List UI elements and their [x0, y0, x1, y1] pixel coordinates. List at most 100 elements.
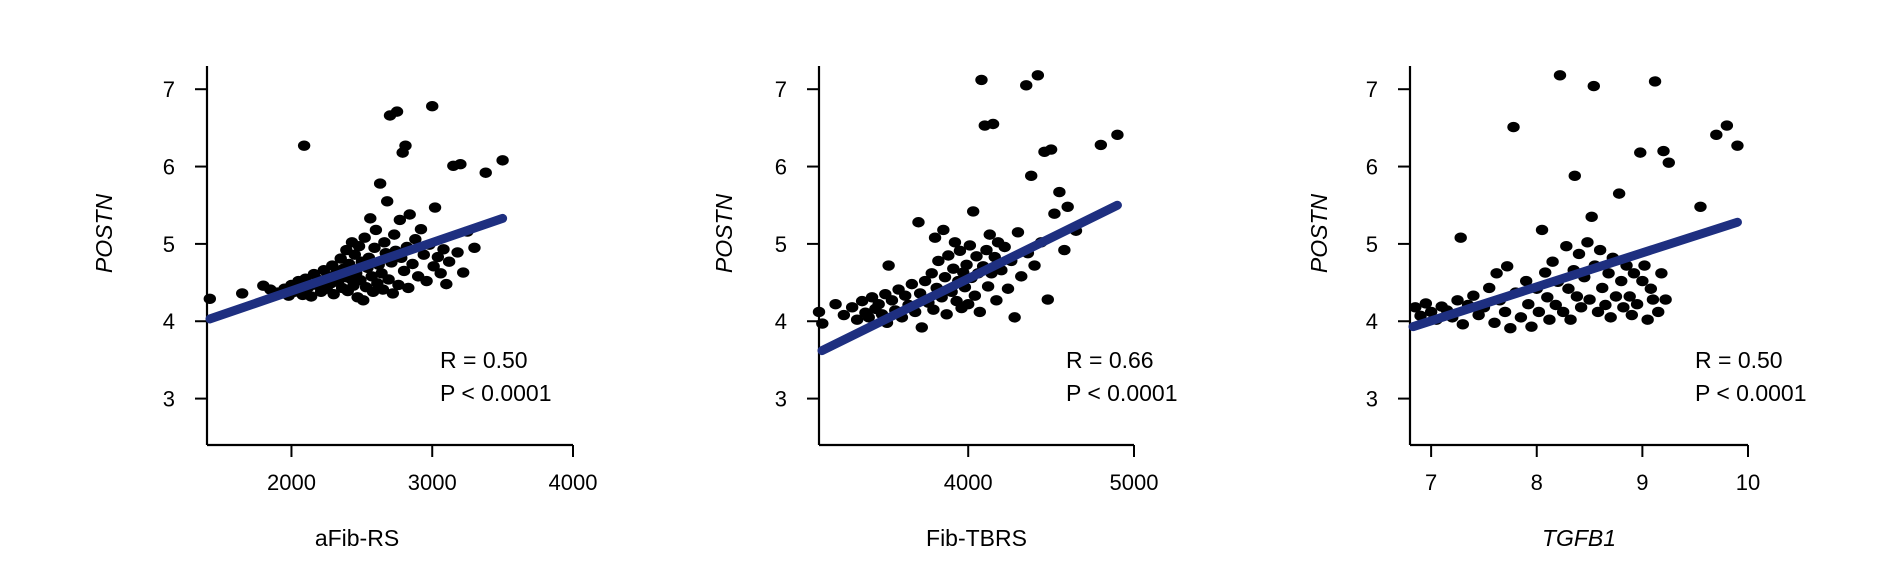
data-point — [1710, 130, 1722, 140]
data-point — [1008, 312, 1020, 322]
data-point — [1504, 323, 1516, 333]
data-point — [929, 233, 941, 243]
y-tick-label: 4 — [163, 309, 175, 334]
data-point — [1631, 299, 1643, 309]
data-point — [942, 250, 954, 260]
data-point — [1599, 300, 1611, 310]
data-point — [964, 240, 976, 250]
x-tick-label: 8 — [1531, 470, 1543, 495]
data-point — [298, 140, 310, 150]
data-point — [1628, 268, 1640, 278]
data-point — [1638, 260, 1650, 270]
scatter-panel-tgfb1: 3 4 5 6 7 7 8 9 10 TGFB1 POSTN R = 0.50 P < 0.0001 — [1306, 66, 1807, 551]
data-point — [813, 307, 825, 317]
r-value-label: R = 0.66 — [1066, 347, 1154, 373]
data-point — [967, 206, 979, 216]
data-point — [940, 309, 952, 319]
data-point — [939, 272, 951, 282]
data-point — [381, 196, 393, 206]
data-point — [1015, 271, 1027, 281]
data-point — [406, 259, 418, 269]
data-point — [899, 291, 911, 301]
data-point — [1721, 120, 1733, 130]
data-point — [204, 294, 216, 304]
data-point — [998, 242, 1010, 252]
y-tick-label: 6 — [775, 155, 787, 180]
x-tick-label: 7 — [1425, 470, 1437, 495]
data-point — [1455, 233, 1467, 243]
data-point — [1025, 171, 1037, 181]
data-point — [987, 119, 999, 129]
data-point — [1522, 299, 1534, 309]
y-axis-title: POSTN — [1306, 193, 1332, 273]
data-point — [1652, 307, 1664, 317]
data-point — [415, 224, 427, 234]
data-point — [1573, 249, 1585, 259]
regression-line — [210, 218, 503, 319]
data-point — [1571, 291, 1583, 301]
data-point — [1594, 245, 1606, 255]
data-point — [1575, 302, 1587, 312]
data-point — [1615, 276, 1627, 286]
data-point — [1525, 321, 1537, 331]
data-point — [404, 209, 416, 219]
y-tick-label: 6 — [163, 155, 175, 180]
data-point — [1645, 284, 1657, 294]
y-tick-label: 6 — [1366, 155, 1378, 180]
data-point — [426, 101, 438, 111]
data-point — [1731, 140, 1743, 150]
p-value-label: P < 0.0001 — [1695, 380, 1807, 406]
x-tick-label: 3000 — [408, 470, 457, 495]
p-value-label: P < 0.0001 — [1066, 380, 1178, 406]
data-point — [357, 295, 369, 305]
data-point — [906, 279, 918, 289]
data-point — [1585, 212, 1597, 222]
data-point — [388, 229, 400, 239]
data-point — [1649, 76, 1661, 86]
data-point — [1634, 147, 1646, 157]
y-tick-label: 4 — [1366, 309, 1378, 334]
data-point — [1488, 318, 1500, 328]
data-point — [1636, 276, 1648, 286]
data-point — [927, 304, 939, 314]
data-point — [378, 237, 390, 247]
data-point — [1515, 312, 1527, 322]
data-point — [437, 244, 449, 254]
data-point — [1641, 314, 1653, 324]
data-point — [236, 288, 248, 298]
y-tick-label: 7 — [1366, 77, 1378, 102]
data-point — [1467, 291, 1479, 301]
data-point — [1583, 294, 1595, 304]
data-point — [1543, 314, 1555, 324]
data-point — [1012, 227, 1024, 237]
data-point — [969, 291, 981, 301]
data-point — [1539, 267, 1551, 277]
regression-line — [822, 205, 1117, 350]
data-point — [1663, 157, 1675, 167]
data-point — [1613, 188, 1625, 198]
data-point — [1020, 80, 1032, 90]
data-point — [1659, 294, 1671, 304]
data-point — [1028, 260, 1040, 270]
data-point — [990, 295, 1002, 305]
data-point — [1694, 202, 1706, 212]
r-value-label: R = 0.50 — [1695, 347, 1783, 373]
data-point — [1499, 307, 1511, 317]
data-point — [916, 322, 928, 332]
data-point — [1610, 291, 1622, 301]
data-point — [391, 106, 403, 116]
data-point — [838, 310, 850, 320]
data-point — [1053, 187, 1065, 197]
data-point — [1048, 209, 1060, 219]
data-point — [496, 155, 508, 165]
data-point — [1541, 292, 1553, 302]
x-tick-label: 4000 — [944, 470, 993, 495]
data-point — [454, 159, 466, 169]
data-point — [402, 283, 414, 293]
x-axis-title: aFib-RS — [315, 525, 399, 551]
data-point — [1536, 225, 1548, 235]
data-point — [1490, 268, 1502, 278]
data-point — [1655, 268, 1667, 278]
data-point — [937, 225, 949, 235]
